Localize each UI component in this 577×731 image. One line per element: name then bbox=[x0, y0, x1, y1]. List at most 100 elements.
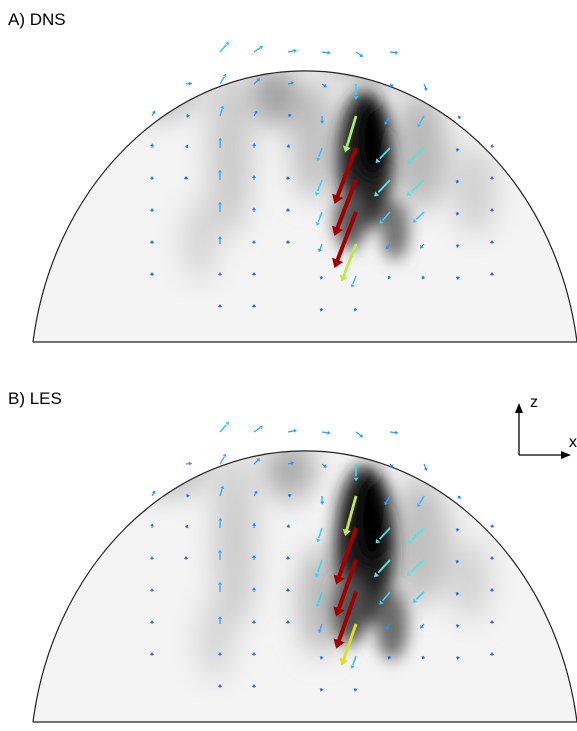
velocity-vector-head bbox=[412, 218, 418, 223]
velocity-vector-head bbox=[455, 212, 460, 216]
velocity-vector-head bbox=[395, 430, 399, 435]
velocity-vector-shaft bbox=[342, 243, 358, 277]
velocity-vector-head bbox=[218, 304, 222, 307]
velocity-vector-head bbox=[318, 248, 322, 253]
velocity-vector-shaft bbox=[345, 495, 358, 531]
velocity-vector-head bbox=[385, 626, 390, 630]
velocity-vector-head bbox=[285, 240, 290, 244]
velocity-vector-head bbox=[323, 464, 327, 468]
velocity-vector-head bbox=[406, 190, 412, 197]
velocity-vector-head bbox=[489, 620, 494, 624]
velocity-vector-head bbox=[333, 606, 345, 617]
velocity-vector-head bbox=[317, 629, 322, 633]
velocity-vector-head bbox=[316, 538, 321, 543]
velocity-vector-head bbox=[489, 240, 494, 244]
velocity-vector-head bbox=[359, 433, 364, 438]
velocity-vector-head bbox=[252, 240, 256, 243]
velocity-vector-shaft bbox=[253, 79, 259, 85]
velocity-vector-shaft bbox=[411, 527, 425, 541]
velocity-vector-shaft bbox=[319, 623, 323, 631]
velocity-vector-head bbox=[489, 176, 494, 180]
velocity-vector-shaft bbox=[378, 527, 391, 540]
velocity-vector-head bbox=[353, 308, 358, 312]
velocity-vector-shaft bbox=[317, 179, 323, 192]
velocity-vector-head bbox=[151, 110, 156, 115]
velocity-vector-head bbox=[353, 688, 358, 692]
velocity-vector-head bbox=[320, 501, 325, 505]
panel-a-shading bbox=[110, 70, 497, 280]
velocity-vector-head bbox=[290, 81, 295, 86]
velocity-vector-shaft bbox=[355, 431, 362, 437]
z-axis-label: z bbox=[530, 394, 538, 411]
velocity-vector-head bbox=[150, 523, 155, 527]
velocity-vector-shaft bbox=[336, 591, 358, 644]
velocity-vector-head bbox=[457, 115, 461, 119]
velocity-vector-head bbox=[327, 50, 331, 55]
velocity-vector-head bbox=[150, 240, 154, 243]
velocity-vector-head bbox=[218, 549, 222, 553]
velocity-vector-shaft bbox=[342, 623, 358, 661]
velocity-vector-shaft bbox=[336, 527, 358, 580]
velocity-vector-head bbox=[184, 176, 188, 179]
velocity-vector-shaft bbox=[317, 527, 323, 539]
velocity-vector-head bbox=[339, 274, 348, 282]
velocity-vector-head bbox=[288, 493, 292, 498]
velocity-vector-head bbox=[319, 656, 324, 660]
velocity-vector-head bbox=[252, 652, 256, 655]
velocity-vector-head bbox=[379, 600, 384, 605]
velocity-vector-head bbox=[218, 272, 222, 275]
velocity-vector-head bbox=[150, 143, 155, 147]
velocity-vector-head bbox=[332, 257, 344, 268]
velocity-vector-head bbox=[489, 208, 494, 212]
velocity-vector-shaft bbox=[319, 243, 323, 250]
velocity-vector-head bbox=[150, 176, 154, 179]
velocity-vector-head bbox=[252, 174, 256, 178]
velocity-vector-shaft bbox=[415, 211, 425, 221]
velocity-vector-head bbox=[407, 538, 413, 545]
velocity-vector-shaft bbox=[317, 211, 323, 222]
velocity-vector-head bbox=[489, 556, 494, 560]
velocity-vector-head bbox=[218, 652, 222, 655]
velocity-vector-head bbox=[319, 688, 324, 692]
velocity-vector-head bbox=[314, 191, 320, 196]
velocity-vector-head bbox=[455, 528, 460, 532]
velocity-vector-head bbox=[222, 453, 227, 458]
velocity-vector-head bbox=[350, 283, 355, 288]
velocity-vector-head bbox=[188, 461, 193, 466]
velocity-vector-head bbox=[252, 684, 256, 687]
velocity-vector-head bbox=[319, 308, 324, 312]
velocity-vector-head bbox=[150, 556, 154, 559]
velocity-vector-shaft bbox=[355, 51, 362, 56]
velocity-vector-head bbox=[286, 524, 291, 528]
velocity-vector-head bbox=[314, 572, 320, 578]
velocity-vector-head bbox=[316, 157, 321, 162]
velocity-vector-shaft bbox=[321, 431, 329, 434]
velocity-vector-shaft bbox=[321, 51, 329, 54]
velocity-vector-head bbox=[455, 624, 460, 628]
velocity-vector-head bbox=[186, 493, 190, 498]
panel-a-label: A) DNS bbox=[8, 10, 66, 29]
velocity-vector-head bbox=[455, 560, 460, 564]
velocity-vector-shaft bbox=[410, 559, 425, 573]
velocity-vector-head bbox=[342, 528, 351, 536]
velocity-vector-shaft bbox=[423, 463, 427, 470]
velocity-vector-head bbox=[252, 272, 256, 275]
velocity-vector-shaft bbox=[411, 147, 425, 161]
velocity-vector-head bbox=[384, 501, 388, 506]
velocity-vector-head bbox=[333, 638, 345, 649]
velocity-vector-head bbox=[359, 53, 364, 57]
velocity-vector-head bbox=[320, 120, 325, 124]
velocity-vector-head bbox=[420, 624, 424, 629]
velocity-vector-shaft bbox=[381, 211, 391, 221]
velocity-vector-shaft bbox=[385, 495, 391, 503]
velocity-vector-shaft bbox=[318, 147, 323, 158]
velocity-vector-head bbox=[218, 169, 222, 173]
velocity-vector-head bbox=[225, 421, 229, 426]
panel-b-label: B) LES bbox=[8, 389, 62, 408]
velocity-vector-head bbox=[490, 524, 495, 528]
x-axis-label: x bbox=[569, 434, 577, 451]
velocity-vector-head bbox=[184, 144, 189, 149]
velocity-vector-head bbox=[339, 657, 348, 666]
velocity-vector-head bbox=[288, 113, 292, 118]
